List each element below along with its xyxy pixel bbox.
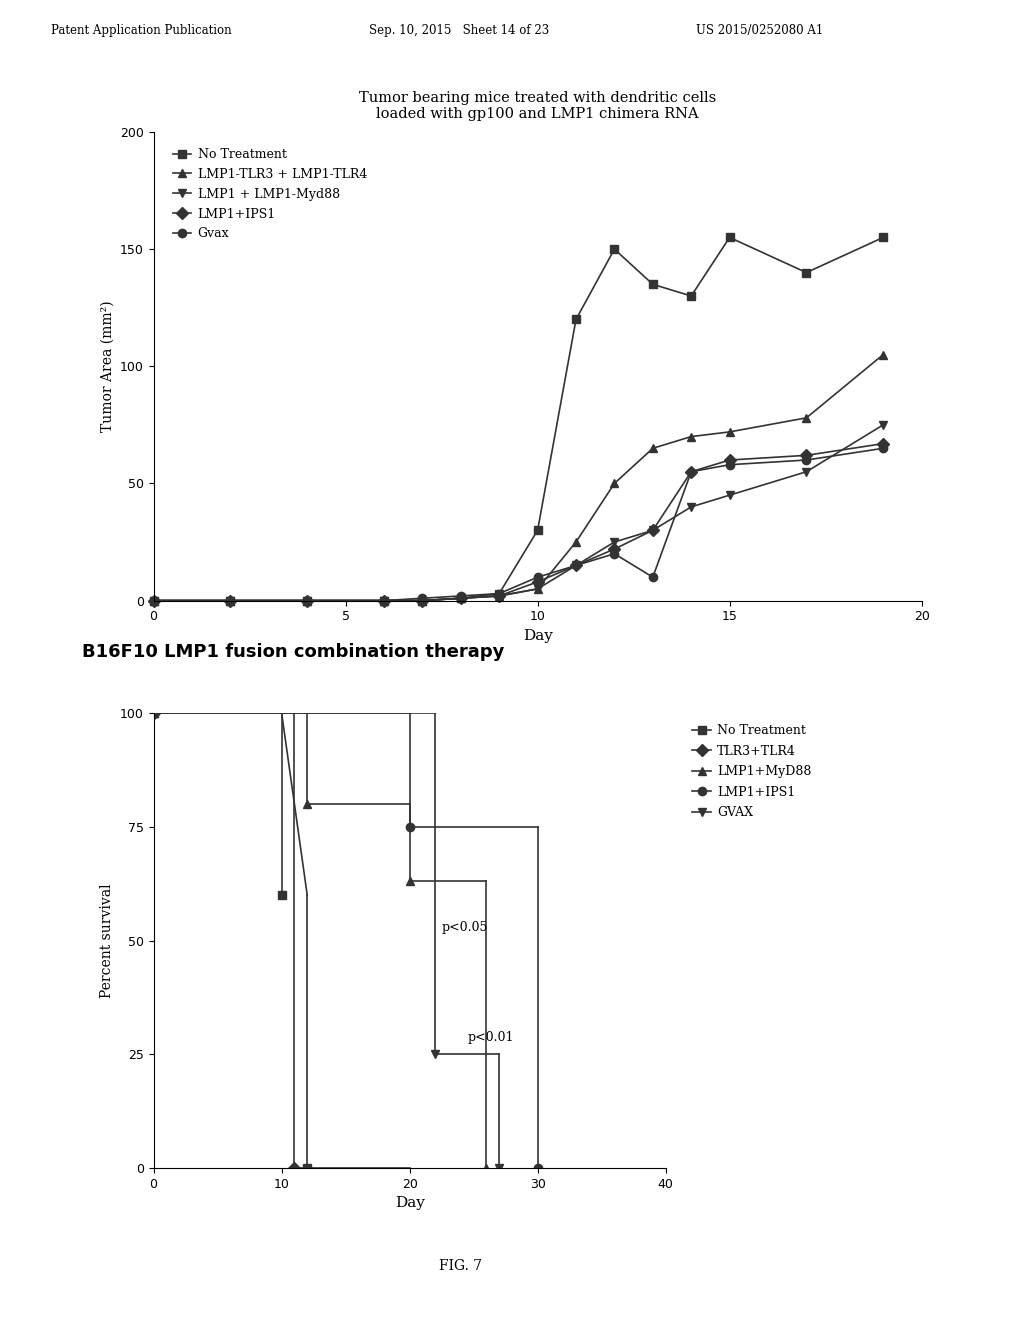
LMP1 + LMP1-Myd88 [378, 593, 390, 609]
No Treatment [531, 523, 544, 539]
Gvax [878, 441, 890, 457]
Text: Patent Application Publication: Patent Application Publication [51, 24, 231, 37]
LMP1-TLR3 + LMP1-TLR4 [147, 593, 160, 609]
Legend: No Treatment, LMP1-TLR3 + LMP1-TLR4, LMP1 + LMP1-Myd88, LMP1+IPS1, Gvax: No Treatment, LMP1-TLR3 + LMP1-TLR4, LMP… [168, 143, 372, 246]
X-axis label: Day: Day [522, 628, 553, 643]
Gvax [685, 463, 697, 479]
LMP1+IPS1 [224, 593, 237, 609]
Y-axis label: Tumor Area (mm²): Tumor Area (mm²) [100, 301, 115, 432]
LMP1+IPS1 [570, 557, 583, 573]
LMP1+IPS1 [878, 436, 890, 451]
Legend: No Treatment, TLR3+TLR4, LMP1+MyD88, LMP1+IPS1, GVAX: No Treatment, TLR3+TLR4, LMP1+MyD88, LMP… [687, 719, 816, 824]
Gvax [224, 593, 237, 609]
Line: No Treatment: No Treatment [150, 234, 888, 605]
LMP1 + LMP1-Myd88 [608, 535, 621, 550]
No Treatment [147, 593, 160, 609]
LMP1+IPS1 [685, 463, 697, 479]
LMP1-TLR3 + LMP1-TLR4 [378, 593, 390, 609]
LMP1-TLR3 + LMP1-TLR4 [608, 475, 621, 491]
Gvax [531, 569, 544, 585]
No Treatment [724, 230, 736, 246]
Gvax [608, 545, 621, 561]
No Treatment [378, 593, 390, 609]
No Treatment [685, 288, 697, 304]
LMP1 + LMP1-Myd88 [878, 417, 890, 433]
Gvax [570, 557, 583, 573]
No Treatment [455, 590, 467, 606]
Gvax [147, 593, 160, 609]
LMP1-TLR3 + LMP1-TLR4 [224, 593, 237, 609]
Y-axis label: Percent survival: Percent survival [100, 883, 115, 998]
LMP1+IPS1 [724, 451, 736, 469]
No Treatment [878, 230, 890, 246]
Gvax [647, 569, 659, 585]
LMP1-TLR3 + LMP1-TLR4 [647, 441, 659, 457]
Title: Tumor bearing mice treated with dendritic cells
loaded with gp100 and LMP1 chime: Tumor bearing mice treated with dendriti… [359, 91, 716, 121]
LMP1+IPS1 [494, 587, 506, 603]
Text: FIG. 7: FIG. 7 [439, 1259, 482, 1272]
No Treatment [301, 593, 313, 609]
LMP1 + LMP1-Myd88 [647, 523, 659, 539]
LMP1 + LMP1-Myd88 [417, 593, 429, 609]
LMP1 + LMP1-Myd88 [801, 463, 813, 479]
LMP1-TLR3 + LMP1-TLR4 [685, 429, 697, 445]
LMP1+IPS1 [647, 523, 659, 539]
LMP1 + LMP1-Myd88 [455, 590, 467, 606]
No Treatment [224, 593, 237, 609]
LMP1-TLR3 + LMP1-TLR4 [801, 411, 813, 426]
Line: LMP1+IPS1: LMP1+IPS1 [150, 440, 888, 605]
X-axis label: Day: Day [394, 1196, 425, 1210]
LMP1 + LMP1-Myd88 [224, 593, 237, 609]
Text: p<0.01: p<0.01 [467, 1031, 514, 1044]
LMP1 + LMP1-Myd88 [570, 557, 583, 573]
LMP1-TLR3 + LMP1-TLR4 [494, 587, 506, 603]
Gvax [417, 590, 429, 606]
LMP1-TLR3 + LMP1-TLR4 [531, 581, 544, 597]
No Treatment [417, 593, 429, 609]
LMP1-TLR3 + LMP1-TLR4 [301, 593, 313, 609]
LMP1+IPS1 [147, 593, 160, 609]
LMP1+IPS1 [531, 574, 544, 590]
LMP1 + LMP1-Myd88 [531, 581, 544, 597]
LMP1 + LMP1-Myd88 [494, 587, 506, 603]
LMP1-TLR3 + LMP1-TLR4 [878, 347, 890, 363]
Line: LMP1-TLR3 + LMP1-TLR4: LMP1-TLR3 + LMP1-TLR4 [150, 350, 888, 605]
Gvax [724, 457, 736, 473]
Gvax [494, 586, 506, 602]
Gvax [455, 587, 467, 603]
LMP1+IPS1 [301, 593, 313, 609]
No Treatment [494, 586, 506, 602]
LMP1+IPS1 [608, 541, 621, 557]
LMP1-TLR3 + LMP1-TLR4 [570, 535, 583, 550]
Line: Gvax: Gvax [150, 444, 888, 605]
LMP1-TLR3 + LMP1-TLR4 [455, 590, 467, 606]
No Treatment [570, 312, 583, 327]
LMP1-TLR3 + LMP1-TLR4 [417, 593, 429, 609]
LMP1+IPS1 [801, 447, 813, 463]
LMP1 + LMP1-Myd88 [685, 499, 697, 515]
Gvax [378, 593, 390, 609]
LMP1 + LMP1-Myd88 [147, 593, 160, 609]
Text: US 2015/0252080 A1: US 2015/0252080 A1 [696, 24, 823, 37]
LMP1+IPS1 [417, 593, 429, 609]
Text: p<0.05: p<0.05 [441, 921, 488, 935]
LMP1-TLR3 + LMP1-TLR4 [724, 424, 736, 440]
No Treatment [608, 242, 621, 257]
Line: LMP1 + LMP1-Myd88: LMP1 + LMP1-Myd88 [150, 421, 888, 605]
LMP1+IPS1 [455, 590, 467, 606]
No Treatment [801, 264, 813, 280]
No Treatment [647, 276, 659, 292]
LMP1 + LMP1-Myd88 [724, 487, 736, 503]
LMP1+IPS1 [378, 593, 390, 609]
Gvax [301, 593, 313, 609]
LMP1 + LMP1-Myd88 [301, 593, 313, 609]
Text: B16F10 LMP1 fusion combination therapy: B16F10 LMP1 fusion combination therapy [82, 643, 504, 661]
Gvax [801, 451, 813, 469]
Text: Sep. 10, 2015   Sheet 14 of 23: Sep. 10, 2015 Sheet 14 of 23 [369, 24, 549, 37]
